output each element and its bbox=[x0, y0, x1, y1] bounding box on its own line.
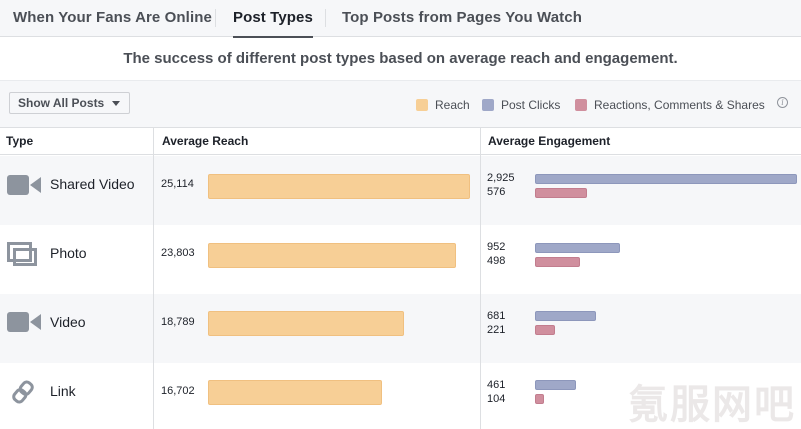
reactions-value: 221 bbox=[487, 324, 506, 336]
tab-label: Top Posts from Pages You Watch bbox=[342, 9, 582, 26]
column-divider bbox=[153, 128, 154, 429]
column-header-type: Type bbox=[0, 128, 153, 155]
table-row: Video 18,789 681 221 bbox=[0, 294, 801, 363]
tab-when-fans-online[interactable]: When Your Fans Are Online bbox=[13, 0, 212, 37]
reactions-value: 498 bbox=[487, 255, 506, 267]
reach-value: 16,702 bbox=[161, 385, 195, 397]
reach-bar bbox=[208, 380, 382, 405]
tab-active-underline bbox=[233, 36, 313, 38]
reactions-bar bbox=[535, 394, 544, 404]
reach-bar bbox=[208, 243, 456, 268]
reactions-bar bbox=[535, 257, 580, 267]
tab-top-posts[interactable]: Top Posts from Pages You Watch bbox=[342, 0, 582, 37]
tab-divider bbox=[215, 9, 216, 27]
legend-label: Post Clicks bbox=[501, 98, 561, 112]
post-clicks-bar bbox=[535, 380, 576, 390]
tab-post-types[interactable]: Post Types bbox=[233, 0, 313, 38]
post-clicks-value: 2,925 bbox=[487, 172, 515, 184]
legend-label: Reactions, Comments & Shares bbox=[594, 98, 765, 112]
reach-value: 25,114 bbox=[161, 178, 194, 190]
reactions-value: 104 bbox=[487, 393, 506, 405]
caret-down-icon bbox=[112, 101, 120, 106]
post-clicks-bar bbox=[535, 311, 596, 321]
post-type-label: Photo bbox=[50, 245, 87, 261]
post-type-label: Shared Video bbox=[50, 176, 135, 192]
post-clicks-value: 461 bbox=[487, 379, 506, 391]
watermark: 氪服网吧 bbox=[628, 382, 796, 428]
tab-bar: When Your Fans Are Online Post Types Top… bbox=[0, 0, 801, 38]
photo-icon bbox=[7, 242, 37, 266]
filter-bar: Show All Posts Reach Post Clicks Reactio… bbox=[0, 81, 801, 128]
tab-divider bbox=[325, 9, 326, 27]
column-divider bbox=[480, 128, 481, 429]
reactions-bar bbox=[535, 188, 587, 198]
video-camera-icon bbox=[7, 312, 41, 332]
post-clicks-value: 952 bbox=[487, 241, 506, 253]
reactions-value: 576 bbox=[487, 186, 506, 198]
post-clicks-bar bbox=[535, 174, 797, 184]
tab-label: When Your Fans Are Online bbox=[13, 9, 212, 26]
post-clicks-bar bbox=[535, 243, 620, 253]
reach-bar bbox=[208, 311, 404, 336]
column-header-average-engagement: Average Engagement bbox=[480, 128, 801, 155]
post-type-label: Video bbox=[50, 314, 86, 330]
legend-swatch bbox=[482, 99, 494, 111]
legend-swatch bbox=[416, 99, 428, 111]
info-icon[interactable]: i bbox=[777, 97, 788, 108]
video-camera-icon bbox=[7, 175, 41, 195]
link-icon bbox=[12, 380, 34, 404]
legend-label: Reach bbox=[435, 98, 470, 112]
column-header-average-reach: Average Reach bbox=[153, 128, 480, 155]
reach-bar bbox=[208, 174, 470, 199]
table-row: Photo 23,803 952 498 bbox=[0, 225, 801, 294]
table-row: Link 16,702 461 104 bbox=[0, 363, 801, 429]
legend-swatch bbox=[575, 99, 587, 111]
table-row: Shared Video 25,114 2,925 576 bbox=[0, 156, 801, 225]
tab-label: Post Types bbox=[233, 9, 313, 26]
post-type-label: Link bbox=[50, 383, 76, 399]
section-description: The success of different post types base… bbox=[0, 37, 801, 81]
reactions-bar bbox=[535, 325, 555, 335]
show-all-posts-dropdown[interactable]: Show All Posts bbox=[9, 92, 130, 114]
reach-value: 18,789 bbox=[161, 316, 195, 328]
dropdown-label: Show All Posts bbox=[18, 96, 105, 110]
reach-value: 23,803 bbox=[161, 247, 195, 259]
post-clicks-value: 681 bbox=[487, 310, 506, 322]
